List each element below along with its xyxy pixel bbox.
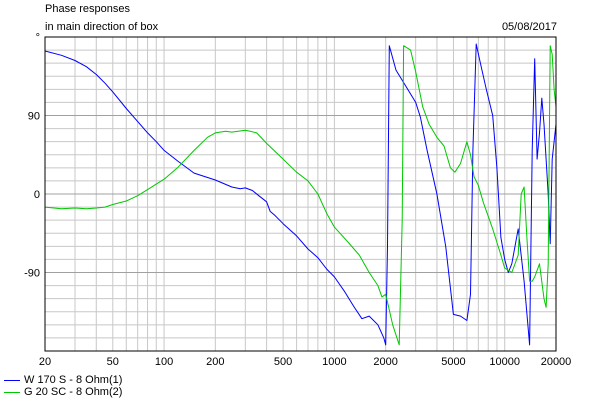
chart-title-line2: in main direction of box <box>45 21 159 33</box>
legend-label-series-2: G 20 SC - 8 Ohm(2) <box>24 386 123 398</box>
y-tick-label: ° <box>36 32 40 44</box>
x-tick-label: 50 <box>107 356 119 368</box>
series-line-2 <box>44 45 557 346</box>
legend-entry-series-2: G 20 SC - 8 Ohm(2) <box>4 386 122 398</box>
x-tick-label: 500 <box>274 356 292 368</box>
y-tick-label: 90 <box>28 111 40 123</box>
chart-title-line1: Phase responses <box>45 3 130 15</box>
x-tick-label: 100 <box>155 356 173 368</box>
y-tick-label: 0 <box>34 189 40 201</box>
series-line-1 <box>44 43 557 346</box>
chart-series-layer <box>44 43 557 346</box>
legend-entry-series-1: W 170 S - 8 Ohm(1) <box>4 374 122 386</box>
x-tick-label: 2000 <box>373 356 397 368</box>
x-tick-label: 5000 <box>441 356 465 368</box>
x-tick-label: 20000 <box>541 356 572 368</box>
x-tick-label: 10000 <box>489 356 520 368</box>
chart-tick-labels: 20 50 100 200 500 1000 2000 5000 10000 20000 ° 90 0 -… <box>24 32 571 368</box>
legend-label-series-1: W 170 S - 8 Ohm(1) <box>24 374 123 386</box>
x-tick-label: 20 <box>39 356 51 368</box>
plot-frame <box>44 36 557 352</box>
x-tick-label: 1000 <box>322 356 346 368</box>
legend-swatch-series-2 <box>4 391 20 393</box>
chart-grid-major <box>45 115 556 273</box>
y-tick-label: -90 <box>24 268 40 280</box>
legend-swatch-series-1 <box>4 379 20 381</box>
x-tick-label: 200 <box>206 356 224 368</box>
chart-date: 05/08/2017 <box>501 21 557 33</box>
